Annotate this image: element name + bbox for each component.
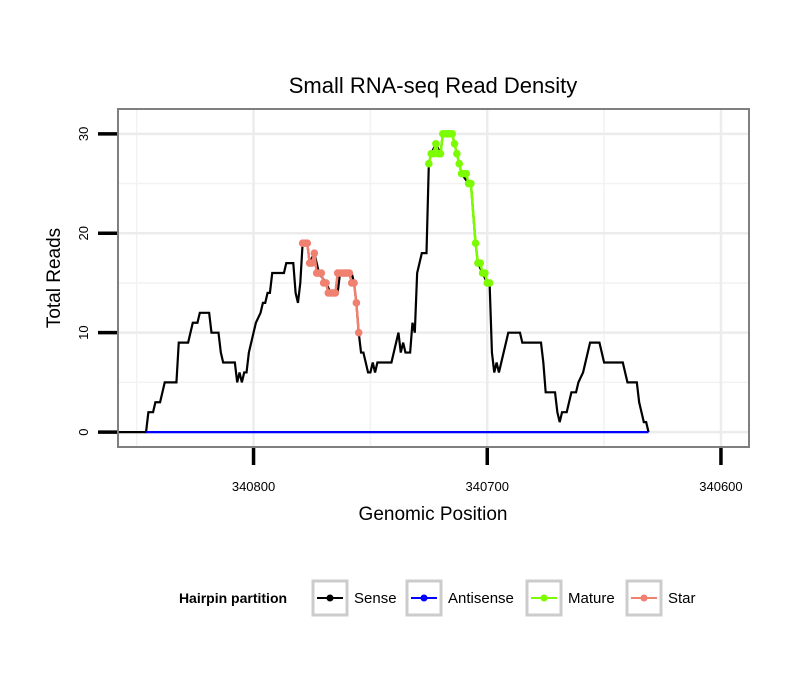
data-point-star <box>352 299 361 307</box>
data-point-mature <box>485 279 494 287</box>
data-point-mature <box>481 269 489 277</box>
chart-title: Small RNA-seq Read Density <box>289 73 578 98</box>
series-line-sense <box>118 132 650 434</box>
legend-point-mature <box>540 594 548 602</box>
legend: Hairpin partition Sense Antisense Mature St… <box>179 579 696 617</box>
data-point-star <box>322 279 330 287</box>
data-point-mature <box>471 239 480 248</box>
legend-point-sense <box>326 594 334 602</box>
legend-point-star <box>640 594 648 602</box>
data-point-star <box>303 239 312 248</box>
data-point-mature <box>476 259 485 267</box>
panel-background <box>118 109 749 447</box>
data-point-mature <box>436 149 445 158</box>
data-point-star <box>350 279 358 287</box>
x-tick-label: 340600 <box>699 479 742 494</box>
data-point-mature <box>425 159 433 168</box>
data-series <box>118 130 650 434</box>
data-point-mature <box>448 130 456 138</box>
legend-label-star: Star <box>668 590 696 607</box>
panel-border <box>117 108 750 448</box>
data-point-star <box>317 269 326 277</box>
y-axis: 0 10 20 30 <box>76 127 117 436</box>
data-point-mature <box>432 139 440 148</box>
data-point-mature <box>455 159 464 168</box>
data-point-star <box>354 328 363 337</box>
data-point-star <box>331 289 340 297</box>
data-point-mature <box>462 169 471 178</box>
data-point-mature <box>450 139 459 148</box>
legend-label-antisense: Antisense <box>448 590 514 607</box>
x-tick-label: 340700 <box>466 479 509 494</box>
y-tick-label: 0 <box>76 428 91 435</box>
x-axis: 340800 340700 340600 <box>232 448 743 494</box>
data-point-star <box>345 269 354 277</box>
data-point-star <box>310 249 319 257</box>
x-axis-label: Genomic Position <box>359 504 508 525</box>
data-point-star <box>308 259 316 267</box>
y-tick-label: 30 <box>76 127 91 141</box>
plot-panel <box>117 108 750 448</box>
y-tick-label: 10 <box>76 325 91 339</box>
legend-label-sense: Sense <box>354 590 397 607</box>
y-tick-label: 20 <box>76 226 91 240</box>
x-tick-label: 340800 <box>232 479 275 494</box>
legend-point-antisense <box>420 594 428 602</box>
legend-label-mature: Mature <box>568 590 615 607</box>
data-point-mature <box>467 179 475 188</box>
legend-title: Hairpin partition <box>179 590 287 606</box>
data-point-mature <box>453 149 461 158</box>
y-axis-label: Total Reads <box>44 228 65 328</box>
